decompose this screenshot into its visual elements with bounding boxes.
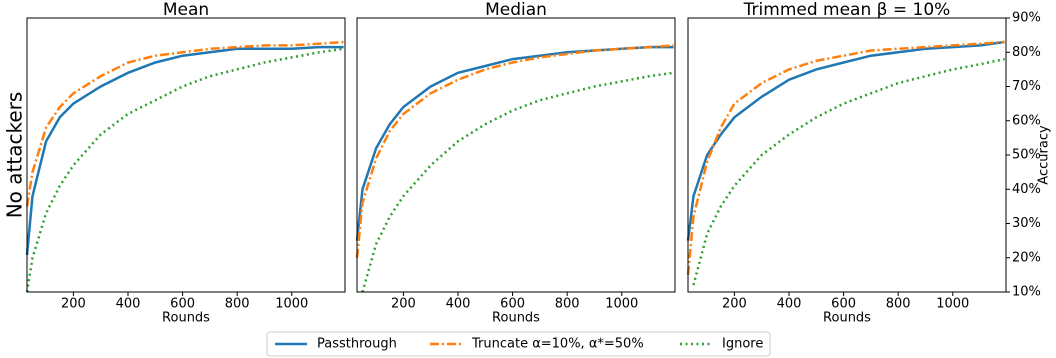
legend-label: Ignore <box>722 337 763 352</box>
x-tick-label: 800 <box>225 297 250 312</box>
series-line <box>686 40 1005 276</box>
legend-box <box>266 331 771 357</box>
series-line <box>355 45 674 241</box>
x-tick-label: 1000 <box>936 297 969 312</box>
y-tick-label: 50% <box>1012 148 1041 163</box>
x-axis-label: Rounds <box>492 311 540 326</box>
y-tick-label: 10% <box>1012 285 1041 300</box>
series-line <box>692 57 1005 286</box>
series-line <box>355 44 674 258</box>
x-tick-label: 400 <box>446 297 471 312</box>
x-tick-label: 400 <box>116 297 141 312</box>
x-tick-label: 200 <box>722 297 747 312</box>
x-tick-label: 800 <box>555 297 580 312</box>
y-tick-label: 90% <box>1012 11 1041 26</box>
x-tick-label: 1000 <box>275 297 308 312</box>
legend-label: Passthrough <box>317 337 397 352</box>
y-tick-label: 70% <box>1012 79 1041 94</box>
x-tick-label: 600 <box>500 297 525 312</box>
legend-label: Truncate α=10%, α*=50% <box>471 337 644 352</box>
x-tick-label: 600 <box>170 297 195 312</box>
y-tick-label: 60% <box>1012 113 1041 128</box>
y-tick-label: 20% <box>1012 250 1041 265</box>
series-line <box>25 45 344 256</box>
series-line <box>686 40 1005 241</box>
x-tick-label: 600 <box>831 297 856 312</box>
plot-frame <box>687 17 1007 293</box>
x-axis-label: Rounds <box>162 311 210 326</box>
x-axis-label: Rounds <box>823 311 871 326</box>
x-tick-label: 800 <box>886 297 911 312</box>
x-tick-label: 200 <box>61 297 86 312</box>
plot-frame <box>356 17 676 293</box>
series-line <box>361 71 674 293</box>
y-tick-label: 40% <box>1012 182 1041 197</box>
y-tick-label: 80% <box>1012 45 1041 60</box>
x-tick-label: 1000 <box>605 297 638 312</box>
y-tick-label: 30% <box>1012 216 1041 231</box>
plot-frame <box>26 17 346 293</box>
series-line <box>25 47 344 293</box>
x-tick-label: 200 <box>391 297 416 312</box>
chart-title: Median <box>485 0 547 20</box>
x-tick-label: 400 <box>777 297 802 312</box>
series-line <box>25 40 344 207</box>
chart-title: Mean <box>163 0 209 20</box>
chart-title: Trimmed mean β = 10% <box>743 0 951 20</box>
y-axis-label: No attackers <box>3 92 27 219</box>
y-axis-label: Accuracy <box>1037 125 1052 185</box>
